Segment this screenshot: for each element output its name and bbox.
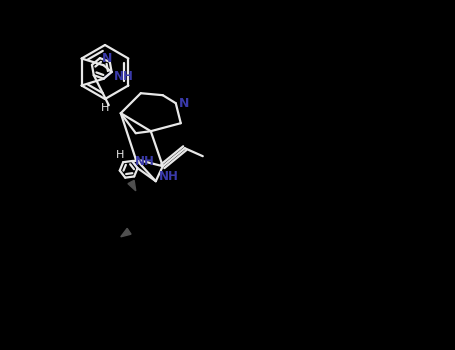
Text: NH: NH [114, 70, 133, 83]
Text: N: N [179, 97, 189, 110]
Polygon shape [128, 180, 136, 191]
Text: H: H [116, 150, 124, 160]
Text: NH: NH [159, 170, 179, 183]
Text: H: H [101, 103, 109, 113]
Polygon shape [121, 228, 131, 237]
Text: N: N [102, 52, 112, 65]
Text: NH: NH [135, 154, 155, 168]
